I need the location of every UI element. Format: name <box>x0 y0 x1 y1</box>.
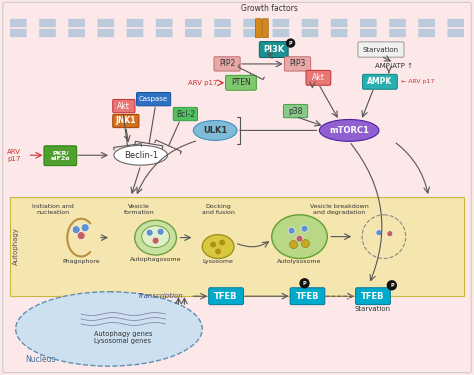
Circle shape <box>387 231 393 237</box>
Text: ARV p17: ARV p17 <box>188 80 218 86</box>
Text: Caspase: Caspase <box>139 96 168 102</box>
Circle shape <box>387 281 396 290</box>
Text: PIP3: PIP3 <box>289 59 306 68</box>
Circle shape <box>301 225 308 232</box>
Ellipse shape <box>114 146 167 165</box>
Circle shape <box>296 235 303 242</box>
Text: p38: p38 <box>288 106 303 116</box>
Text: Autophagy genes
Lysosomal genes: Autophagy genes Lysosomal genes <box>93 331 152 344</box>
FancyBboxPatch shape <box>262 19 268 38</box>
Text: P: P <box>303 281 306 286</box>
Text: Growth factors: Growth factors <box>241 4 298 13</box>
Ellipse shape <box>319 120 379 141</box>
Text: TFEB: TFEB <box>296 292 319 301</box>
Circle shape <box>81 224 89 232</box>
Text: Docking
and fusion: Docking and fusion <box>202 204 235 214</box>
Text: P: P <box>289 40 292 46</box>
FancyBboxPatch shape <box>137 93 171 106</box>
FancyBboxPatch shape <box>363 74 397 89</box>
FancyBboxPatch shape <box>3 2 471 373</box>
Text: AMPK: AMPK <box>367 77 392 86</box>
Text: PKR/
eIF2α: PKR/ eIF2α <box>51 150 70 161</box>
Ellipse shape <box>272 215 328 258</box>
Text: AMP/ATP ↑: AMP/ATP ↑ <box>375 63 413 69</box>
Text: Initiation and
nucleation: Initiation and nucleation <box>33 204 74 214</box>
Text: ULK1: ULK1 <box>203 126 228 135</box>
FancyBboxPatch shape <box>356 288 391 304</box>
Circle shape <box>288 227 295 234</box>
Ellipse shape <box>142 226 170 248</box>
Circle shape <box>72 226 80 234</box>
Circle shape <box>157 228 164 235</box>
Text: Transcription: Transcription <box>137 293 183 299</box>
Text: Autolysosome: Autolysosome <box>277 260 322 264</box>
Ellipse shape <box>193 120 237 140</box>
Text: Akt: Akt <box>312 74 325 82</box>
Circle shape <box>300 279 309 288</box>
Text: Akt: Akt <box>118 102 130 111</box>
Text: PTEN: PTEN <box>231 78 251 87</box>
Circle shape <box>215 249 221 255</box>
FancyBboxPatch shape <box>44 146 77 166</box>
Text: Nucleus: Nucleus <box>26 355 56 364</box>
Text: Bcl-2: Bcl-2 <box>176 110 195 118</box>
Circle shape <box>290 241 298 249</box>
FancyBboxPatch shape <box>226 75 256 90</box>
FancyBboxPatch shape <box>113 99 135 113</box>
FancyBboxPatch shape <box>306 70 331 85</box>
Ellipse shape <box>135 220 176 255</box>
FancyBboxPatch shape <box>358 42 404 57</box>
Circle shape <box>376 230 382 236</box>
FancyBboxPatch shape <box>283 104 308 118</box>
FancyBboxPatch shape <box>9 197 465 296</box>
Circle shape <box>146 229 153 236</box>
Text: Lysosome: Lysosome <box>203 260 234 264</box>
Text: ARV
p17: ARV p17 <box>7 149 20 162</box>
Text: TFEB: TFEB <box>361 292 385 301</box>
Circle shape <box>301 240 310 248</box>
Circle shape <box>152 237 159 244</box>
Text: Vesicle
formation: Vesicle formation <box>123 204 154 214</box>
FancyBboxPatch shape <box>209 288 244 304</box>
Ellipse shape <box>202 235 234 258</box>
Text: Starvation: Starvation <box>363 46 399 53</box>
Text: TFEB: TFEB <box>214 292 238 301</box>
FancyBboxPatch shape <box>284 57 310 71</box>
FancyBboxPatch shape <box>259 42 288 57</box>
FancyBboxPatch shape <box>255 19 261 38</box>
Text: JNK1: JNK1 <box>116 117 136 126</box>
Text: P: P <box>390 283 393 288</box>
Circle shape <box>287 39 294 47</box>
Text: Starvation: Starvation <box>355 306 391 312</box>
Circle shape <box>210 242 216 248</box>
FancyBboxPatch shape <box>173 107 198 121</box>
Text: PI3K: PI3K <box>263 45 284 54</box>
Text: mTORC1: mTORC1 <box>329 126 369 135</box>
Text: ← ARV p17: ← ARV p17 <box>401 79 434 84</box>
Text: Phagophore: Phagophore <box>63 260 100 264</box>
Circle shape <box>219 240 225 246</box>
FancyBboxPatch shape <box>290 288 325 304</box>
Text: PIP2: PIP2 <box>219 59 235 68</box>
Text: Vesicle breakdown
and degradation: Vesicle breakdown and degradation <box>310 204 369 214</box>
Text: Autophagosome: Autophagosome <box>130 258 182 262</box>
Text: Autophagy: Autophagy <box>13 228 18 266</box>
Circle shape <box>77 232 85 240</box>
FancyBboxPatch shape <box>113 114 139 128</box>
Ellipse shape <box>16 292 202 366</box>
FancyBboxPatch shape <box>214 57 240 71</box>
Text: Beclin-1: Beclin-1 <box>124 151 158 160</box>
